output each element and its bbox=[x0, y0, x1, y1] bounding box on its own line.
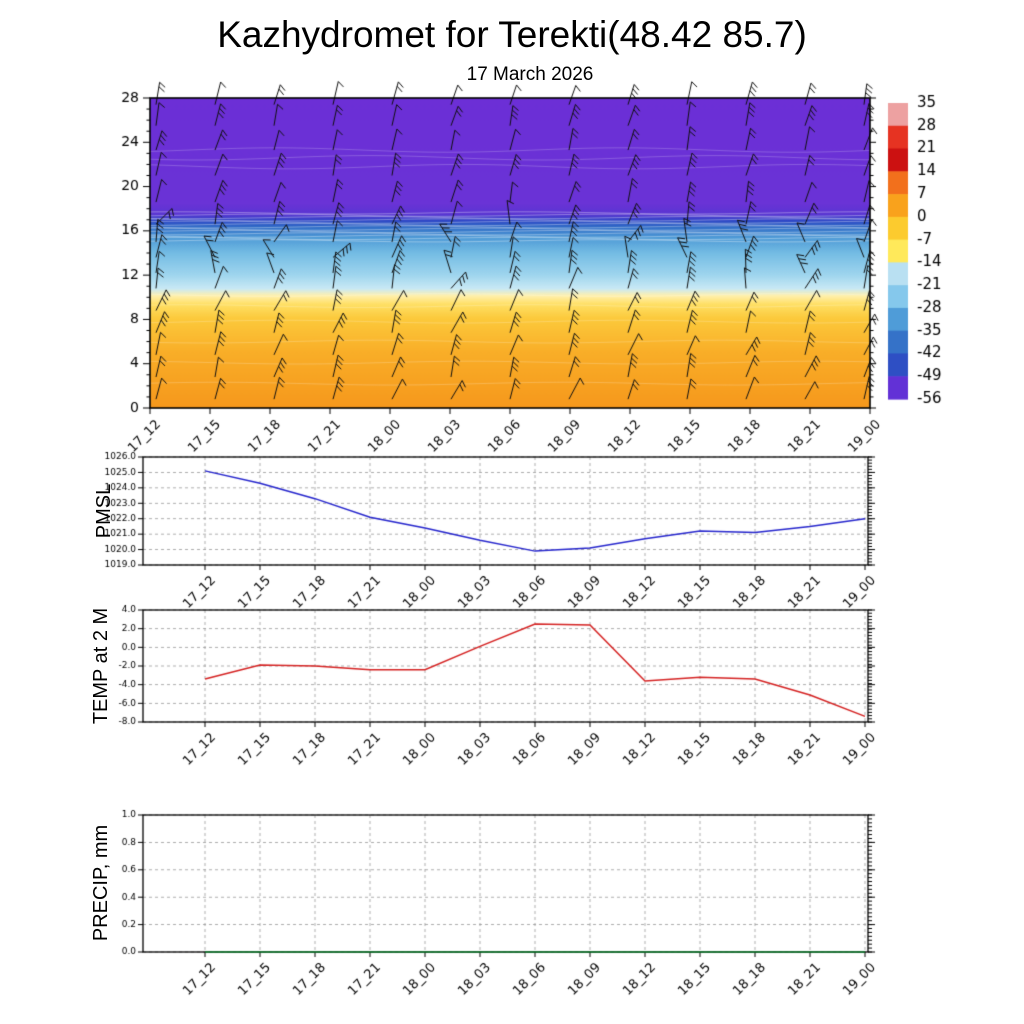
page-title: Kazhydromet for Terekti(48.42 85.7) bbox=[217, 14, 807, 55]
precip-axis-label: PRECIP, mm bbox=[90, 824, 112, 942]
temp-axis-label: TEMP at 2 M bbox=[90, 607, 112, 725]
date-subtitle: 17 March 2026 bbox=[466, 64, 594, 85]
